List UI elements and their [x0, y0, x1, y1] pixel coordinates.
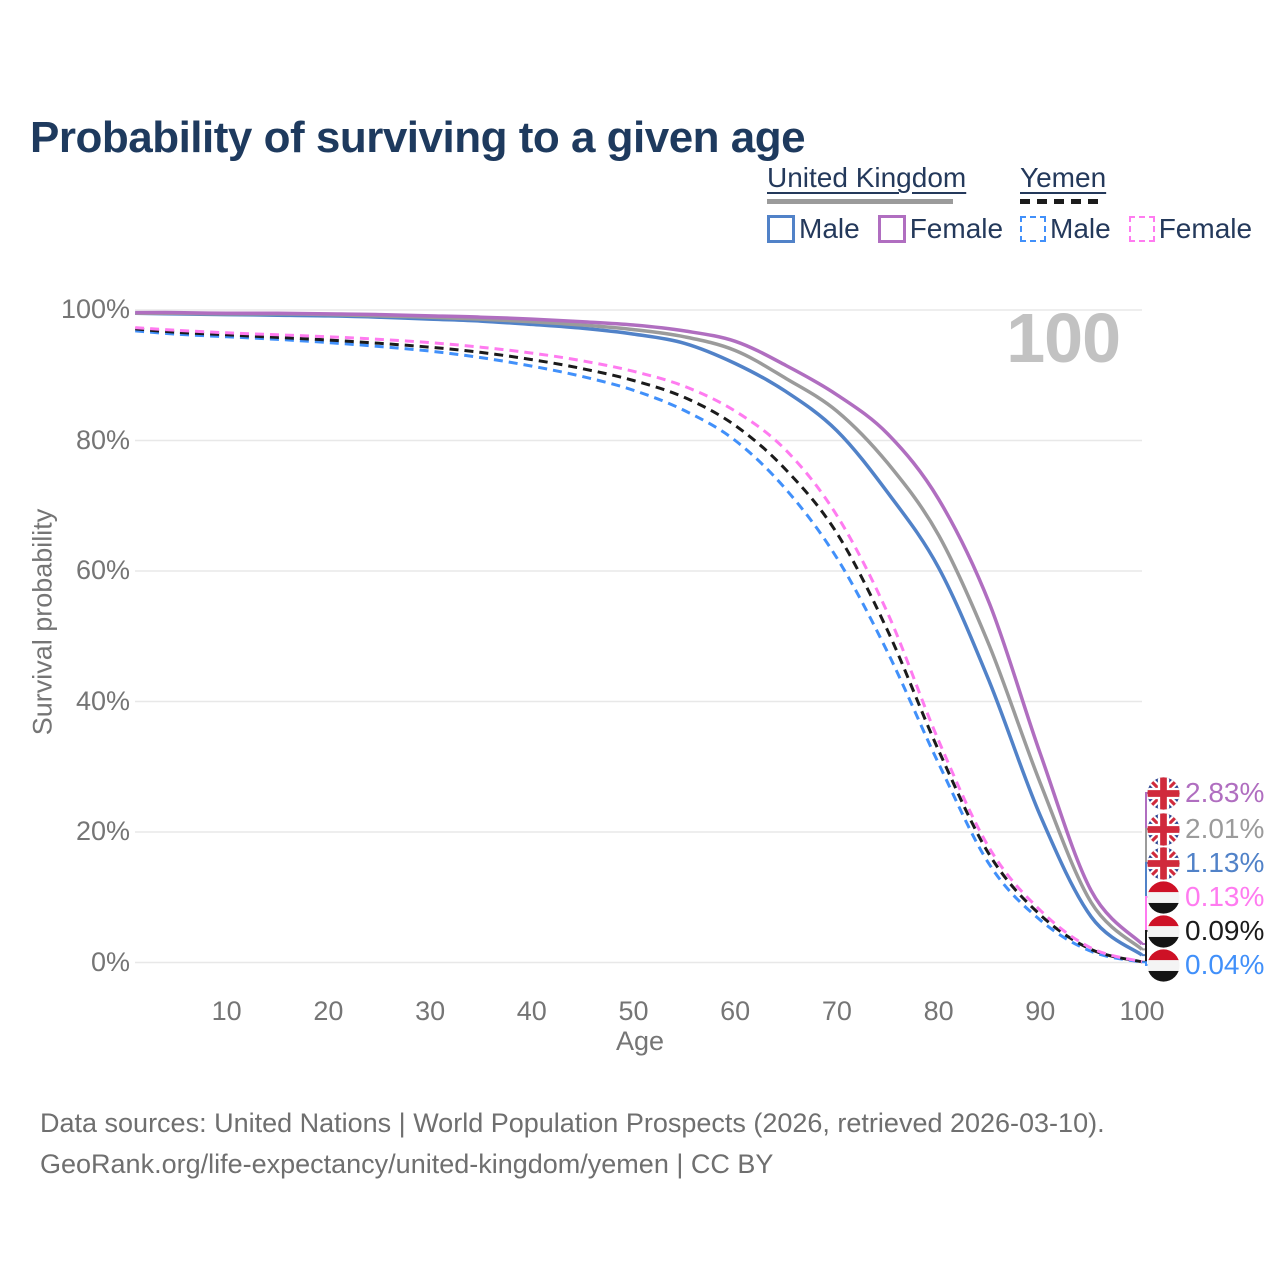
legend-yemen-overall-line-swatch — [1020, 199, 1099, 204]
y-tick-label: 40% — [75, 685, 130, 716]
x-tick-label: 70 — [821, 996, 852, 1026]
end-value-label: 0.04% — [1185, 949, 1265, 980]
x-tick-label: 90 — [1025, 996, 1056, 1026]
y-tick-label: 100% — [60, 294, 130, 324]
x-axis-title: Age — [615, 1026, 665, 1056]
series-line-yemen-overall — [135, 327, 1143, 964]
series-line-united-kingdom-overall — [135, 311, 1144, 951]
x-tick-label: 60 — [720, 996, 751, 1026]
legend-row-yemen: Male Female — [1020, 213, 1270, 245]
end-label-row: 0.13% — [1147, 880, 1264, 914]
end-label-row: 1.13% — [1147, 846, 1264, 880]
end-value-label: 0.13% — [1185, 881, 1265, 912]
legend-swatch-uk-male[interactable] — [767, 215, 795, 243]
end-label-row: 0.09% — [1147, 914, 1264, 948]
x-tick-label: 10 — [211, 996, 242, 1026]
series-line-yemen-male — [135, 329, 1143, 964]
end-value-label: 1.13% — [1185, 847, 1265, 878]
x-tick-label: 100 — [1119, 996, 1165, 1026]
y-tick-label: 0% — [90, 946, 130, 977]
end-label-row: 0.04% — [1147, 948, 1264, 982]
series-line-yemen-female — [135, 326, 1143, 964]
end-value-label: 0.09% — [1185, 915, 1265, 946]
y-axis-title: Survival probability — [27, 508, 58, 736]
yemen-flag-icon — [1147, 880, 1180, 914]
legend-swatch-yemen-male[interactable] — [1020, 216, 1046, 242]
legend-swatch-uk-female[interactable] — [877, 215, 906, 243]
legend-uk-overall-line-swatch — [767, 199, 953, 204]
end-value-label: 2.01% — [1185, 813, 1265, 844]
uk-flag-icon — [1147, 776, 1180, 810]
legend-country-label-yemen[interactable]: Yemen — [1020, 162, 1107, 193]
end-label-row: 2.01% — [1147, 812, 1264, 846]
x-tick-label: 20 — [313, 996, 344, 1026]
legend-label-yemen-male[interactable]: Male — [1050, 213, 1111, 244]
legend-swatch-yemen-female[interactable] — [1128, 216, 1155, 242]
yemen-flag-icon — [1147, 914, 1180, 948]
y-tick-label: 80% — [75, 424, 130, 455]
page-title: Probability of surviving to a given age — [30, 113, 806, 163]
legend-label-yemen-female[interactable]: Female — [1158, 213, 1253, 244]
legend-country-label-uk[interactable]: United Kingdom — [767, 162, 967, 193]
end-label-row: 2.83% — [1147, 776, 1264, 810]
legend-row-uk: Male Female — [767, 213, 1021, 245]
x-tick-label: 50 — [618, 996, 649, 1026]
end-value-label: 2.83% — [1185, 777, 1265, 808]
uk-flag-icon — [1147, 812, 1180, 846]
series-line-united-kingdom-female — [135, 310, 1144, 946]
x-tick-label: 30 — [415, 996, 446, 1026]
legend-label-uk-male[interactable]: Male — [799, 213, 860, 244]
legend-group-united-kingdom: United Kingdom Male Female — [767, 162, 1021, 245]
legend-group-yemen: Yemen Male Female — [1020, 162, 1270, 245]
age-watermark: 100 — [1006, 299, 1121, 377]
x-tick-label: 40 — [516, 996, 547, 1026]
yemen-flag-icon — [1147, 948, 1180, 982]
series-line-united-kingdom-male — [135, 311, 1144, 957]
uk-flag-icon — [1147, 846, 1180, 880]
y-tick-label: 20% — [75, 816, 130, 846]
y-tick-label: 60% — [75, 555, 130, 585]
footer: Data sources: United Nations | World Pop… — [40, 1103, 1105, 1185]
data-source-line: Data sources: United Nations | World Pop… — [40, 1108, 1105, 1138]
x-tick-label: 80 — [923, 996, 954, 1026]
legend-label-uk-female[interactable]: Female — [909, 213, 1004, 244]
attribution-line[interactable]: GeoRank.org/life-expectancy/united-kingd… — [40, 1149, 774, 1179]
